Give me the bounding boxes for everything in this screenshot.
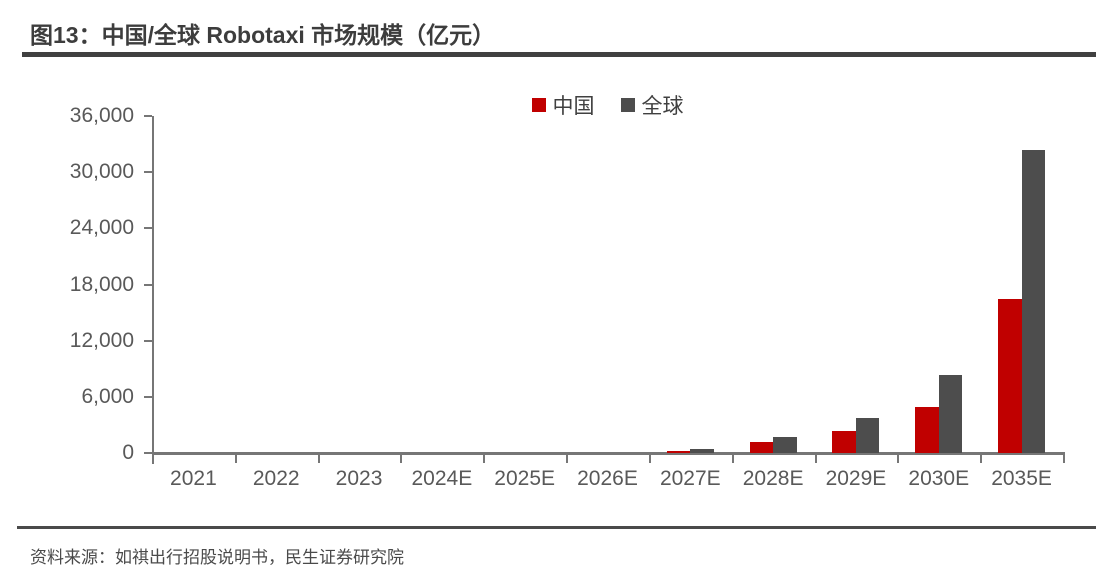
x-axis-tick — [731, 453, 734, 463]
x-axis-tick-label: 2026E — [577, 467, 638, 490]
x-axis-tick-label: 2024E — [411, 467, 473, 490]
y-axis-tick — [144, 283, 152, 286]
legend-swatch-icon — [531, 98, 546, 112]
y-axis-tick — [144, 339, 152, 342]
x-axis-tick — [152, 453, 154, 463]
y-axis-tick — [144, 227, 152, 230]
bar-china-2027E — [666, 451, 691, 453]
x-axis-line — [152, 452, 1065, 455]
y-axis-tick-label: 6,000 — [81, 384, 134, 408]
bar-global-2028E — [773, 437, 797, 453]
x-axis-tick-label: 2029E — [825, 467, 887, 490]
y-axis-tick — [144, 171, 152, 174]
y-axis-tick — [144, 452, 152, 454]
bar-global-2027E — [690, 449, 714, 453]
x-axis-tick — [980, 453, 983, 463]
bar-global-2035E — [1021, 149, 1046, 453]
bar-china-2035E — [998, 299, 1022, 453]
x-axis-tick-label: 2028E — [742, 467, 804, 490]
legend-item-global: 全球 — [620, 90, 684, 120]
x-axis-tick — [648, 453, 651, 463]
source-note: 资料来源：如祺出行招股说明书，民生证券研究院 — [30, 548, 404, 567]
x-axis-tick — [566, 453, 569, 463]
x-axis-tick-label: 2022 — [252, 467, 300, 490]
y-axis-tick-label: 36,000 — [69, 104, 134, 127]
robotaxi-bar-chart: 中国 全球 0 6,000 12,000 18,000 24,000 30,000 36,00… — [0, 85, 1106, 515]
x-axis-tick-label: 2025E — [494, 467, 556, 490]
x-axis-tick — [483, 453, 486, 463]
title-underline — [22, 52, 1096, 57]
bar-china-2029E — [832, 430, 856, 453]
legend-label: 全球 — [641, 95, 684, 118]
legend-label: 中国 — [552, 95, 595, 118]
x-axis-tick-label: 2023 — [335, 467, 383, 490]
legend-item-china: 中国 — [531, 90, 595, 120]
x-axis-tick — [317, 453, 320, 463]
x-axis-tick — [814, 453, 817, 463]
x-axis-tick — [1063, 453, 1065, 463]
x-axis-tick-label: 2030E — [908, 467, 970, 490]
y-axis-tick-label: 24,000 — [69, 216, 134, 240]
chart-title: 图13：中国/全球 Robotaxi 市场规模（亿元） — [30, 22, 496, 48]
bar-global-2029E — [855, 418, 880, 453]
footer-divider — [17, 526, 1096, 529]
y-axis-tick-label: 0 — [122, 441, 134, 464]
x-axis-tick-label: 2021 — [170, 467, 217, 490]
bar-china-2028E — [749, 441, 774, 453]
x-axis-tick — [400, 453, 403, 463]
y-axis-line — [152, 116, 154, 464]
x-axis-tick — [234, 453, 237, 463]
x-axis-tick-label: 2027E — [659, 467, 721, 490]
chart-legend: 中国 全球 — [152, 90, 1063, 120]
y-axis-tick-label: 30,000 — [69, 160, 134, 184]
y-axis-tick — [144, 115, 152, 117]
x-axis-tick-label: 2035E — [991, 467, 1052, 490]
x-axis-tick — [897, 453, 900, 463]
bar-global-2030E — [938, 375, 963, 453]
y-axis-tick — [144, 395, 152, 398]
y-axis-tick-label: 12,000 — [69, 328, 134, 352]
legend-swatch-icon — [620, 98, 635, 112]
y-axis-tick-label: 18,000 — [69, 272, 134, 296]
bar-china-2030E — [915, 407, 939, 453]
